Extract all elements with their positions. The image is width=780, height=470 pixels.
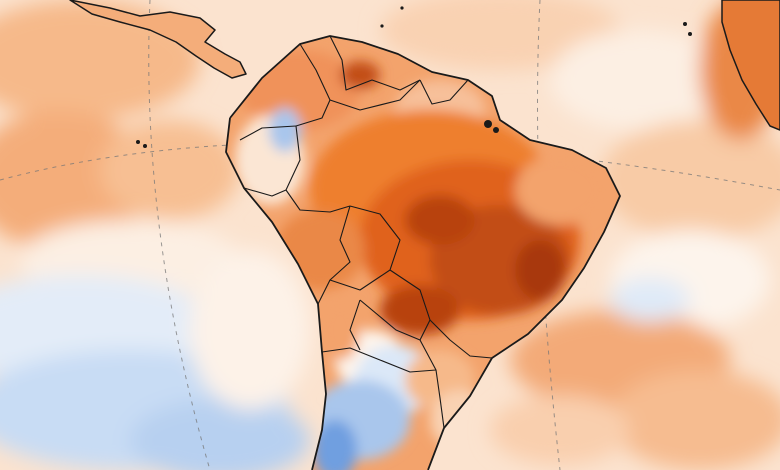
africa-edge-land: [721, 0, 780, 131]
islands: [136, 6, 692, 148]
central-america-land: [69, 0, 247, 79]
country-borders: [239, 35, 493, 429]
land-anomaly-patches: [235, 50, 605, 470]
south-america-coastline: [225, 35, 621, 470]
